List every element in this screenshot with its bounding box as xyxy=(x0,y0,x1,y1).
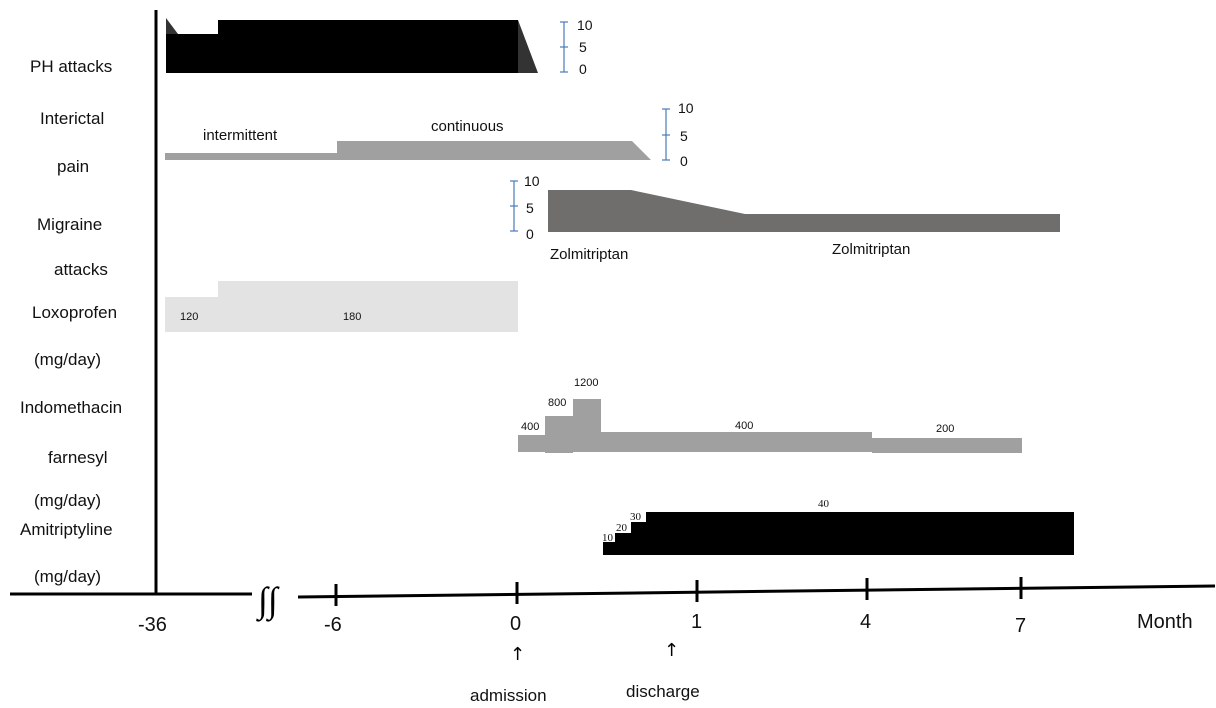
indomethacin-dose-400: 400 xyxy=(735,420,753,432)
x-axis-tick-labels: -36 -6 0 1 4 7 Month xyxy=(138,611,1193,637)
admission-label: admission xyxy=(470,686,547,705)
row-label-indomethacin: Indomethacin xyxy=(20,398,122,417)
row-label-farnesyl: farnesyl xyxy=(48,448,108,467)
amitriptyline-bar-20 xyxy=(615,533,631,555)
indomethacin-bar-400-initial xyxy=(518,435,545,452)
row-label-loxoprofen: Loxoprofen xyxy=(32,303,117,322)
interictal-continuous-label: continuous xyxy=(431,118,504,135)
row-label-ph-attacks: PH attacks xyxy=(30,57,112,76)
admission-arrow: ↑ xyxy=(510,644,525,665)
interictal-scale-label-10: 10 xyxy=(678,100,694,116)
amitriptyline-series: 10 20 30 40 xyxy=(602,498,1074,555)
interictal-continuous-bar xyxy=(337,141,651,160)
interictal-pain-series: intermittent continuous xyxy=(165,118,651,160)
migraine-attacks-area xyxy=(548,190,1060,232)
x-tick-label-0: 0 xyxy=(510,613,521,635)
indomethacin-dose-1200: 1200 xyxy=(574,377,598,389)
row-labels: PH attacks Interictal pain Migraine atta… xyxy=(20,57,122,586)
interictal-intermittent-label: intermittent xyxy=(203,127,278,144)
indomethacin-bar-1200 xyxy=(573,399,601,436)
row-label-pain: pain xyxy=(57,157,89,176)
amitriptyline-dose-30: 30 xyxy=(630,511,642,523)
discharge-label: discharge xyxy=(626,682,700,701)
x-tick-label-4: 4 xyxy=(860,611,871,633)
migraine-zolmitriptan-label-2: Zolmitriptan xyxy=(832,241,910,258)
row-label-attacks: attacks xyxy=(54,260,108,279)
migraine-scale-label-10: 10 xyxy=(524,173,540,189)
ph-severity-scale: 10 5 0 xyxy=(560,17,593,77)
indomethacin-dose-400-initial: 400 xyxy=(521,421,539,433)
ph-attacks-ramp-start xyxy=(166,18,178,34)
row-label-amitriptyline-unit: (mg/day) xyxy=(34,567,101,586)
indomethacin-bar-800 xyxy=(545,416,573,453)
x-tick-label-1: 1 xyxy=(691,611,702,633)
loxoprofen-dose-180: 180 xyxy=(343,311,361,323)
interictal-scale-label-0: 0 xyxy=(680,153,688,169)
row-label-loxoprofen-unit: (mg/day) xyxy=(34,350,101,369)
amitriptyline-dose-20: 20 xyxy=(616,522,628,534)
indomethacin-bar-200 xyxy=(872,438,1022,453)
row-label-migraine: Migraine xyxy=(37,215,102,234)
x-tick-label-7: 7 xyxy=(1015,615,1026,637)
ph-attacks-series xyxy=(166,18,538,73)
x-axis-line-right xyxy=(298,586,1215,597)
migraine-scale-label-0: 0 xyxy=(526,226,534,242)
discharge-arrow: ↑ xyxy=(664,640,679,661)
x-tick-label-minus36: -36 xyxy=(138,614,167,636)
migraine-zolmitriptan-label-1: Zolmitriptan xyxy=(550,246,628,263)
x-axis-unit-label: Month xyxy=(1137,611,1193,633)
ph-scale-label-5: 5 xyxy=(579,39,587,55)
indomethacin-bar-400 xyxy=(573,432,872,452)
amitriptyline-bar-30 xyxy=(631,522,646,555)
row-label-interictal: Interictal xyxy=(40,109,104,128)
interictal-severity-scale: 10 5 0 xyxy=(662,100,694,169)
x-tick-label-minus6: -6 xyxy=(324,614,342,636)
ph-attacks-ramp-end xyxy=(518,20,538,73)
ph-attacks-bar-1 xyxy=(166,34,218,73)
interictal-intermittent-bar xyxy=(165,153,337,160)
loxoprofen-bar-180 xyxy=(218,281,518,332)
loxoprofen-dose-120: 120 xyxy=(180,311,198,323)
row-label-indomethacin-unit: (mg/day) xyxy=(34,491,101,510)
amitriptyline-bar-40 xyxy=(646,512,1074,555)
migraine-severity-scale: 10 5 0 xyxy=(510,173,540,242)
row-label-amitriptyline: Amitriptyline xyxy=(20,520,113,539)
ph-scale-label-0: 0 xyxy=(579,61,587,77)
migraine-attacks-series: Zolmitriptan Zolmitriptan xyxy=(548,190,1060,263)
ph-attacks-bar-2 xyxy=(218,20,518,73)
indomethacin-dose-800: 800 xyxy=(548,397,566,409)
indomethacin-dose-200: 200 xyxy=(936,423,954,435)
indomethacin-series: 400 800 1200 400 200 xyxy=(518,377,1022,453)
ph-scale-label-10: 10 xyxy=(577,17,593,33)
migraine-scale-label-5: 5 xyxy=(526,200,534,216)
loxoprofen-series: 120 180 xyxy=(165,281,518,332)
interictal-scale-label-5: 5 xyxy=(680,128,688,144)
amitriptyline-dose-40: 40 xyxy=(818,498,830,510)
amitriptyline-dose-10: 10 xyxy=(602,532,614,544)
axis-break-symbol: ∫∫ xyxy=(256,580,280,622)
